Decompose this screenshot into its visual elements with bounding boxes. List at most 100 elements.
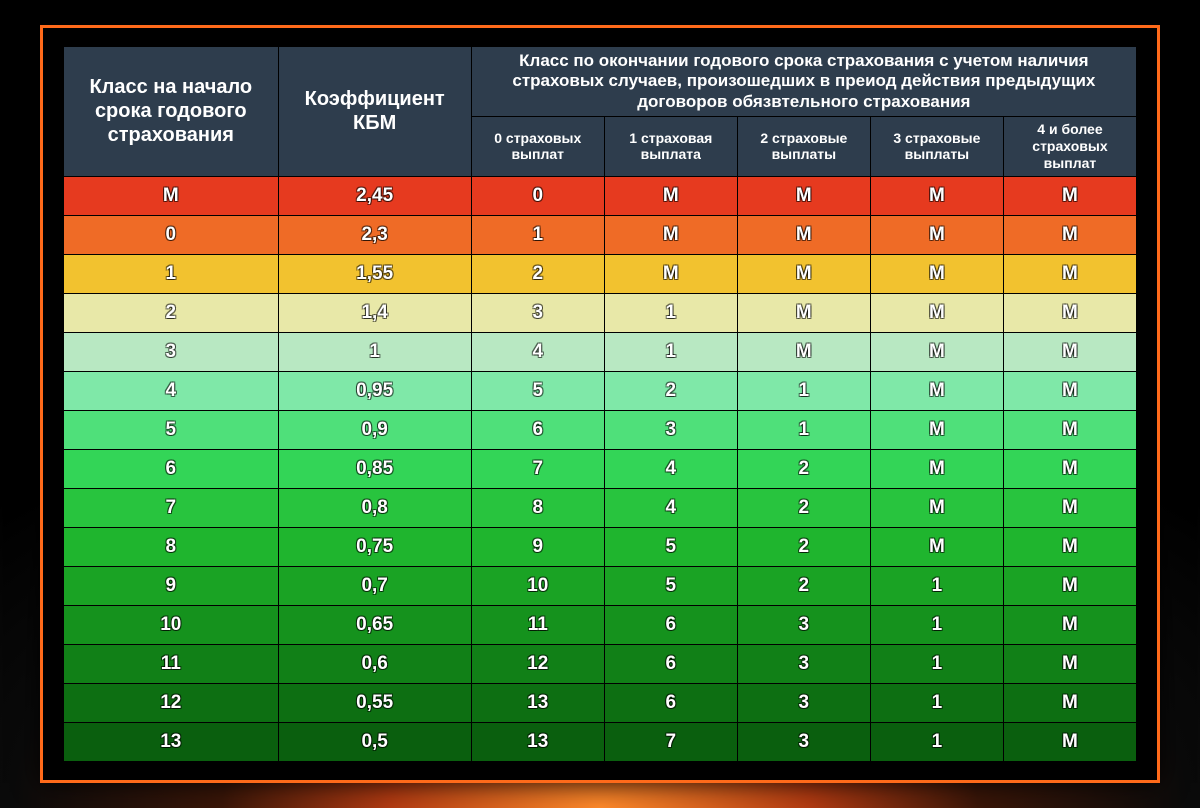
cell-p0: 10 xyxy=(471,566,604,605)
cell-class: 9 xyxy=(64,566,279,605)
table-body: М2,450ММММ02,31ММММ11,552ММММ21,431МММ31… xyxy=(64,176,1137,761)
kbm-table: Класс на начало срока годового страхован… xyxy=(63,46,1137,762)
cell-p0: 6 xyxy=(471,410,604,449)
cell-p3: 1 xyxy=(870,683,1003,722)
cell-coef: 1 xyxy=(278,332,471,371)
cell-p0: 5 xyxy=(471,371,604,410)
cell-p4: М xyxy=(1003,176,1136,215)
cell-p4: М xyxy=(1003,254,1136,293)
header-class-start: Класс на начало срока годового страхован… xyxy=(64,47,279,177)
cell-p2: М xyxy=(737,215,870,254)
table-row: 50,9631ММ xyxy=(64,410,1137,449)
cell-class: 5 xyxy=(64,410,279,449)
cell-p2: М xyxy=(737,332,870,371)
cell-p1: 1 xyxy=(604,332,737,371)
cell-class: 0 xyxy=(64,215,279,254)
table-row: 3141МММ xyxy=(64,332,1137,371)
header-sub-2: 2 страховые выплаты xyxy=(737,117,870,176)
cell-class: 2 xyxy=(64,293,279,332)
cell-p3: М xyxy=(870,449,1003,488)
cell-coef: 0,95 xyxy=(278,371,471,410)
cell-p4: М xyxy=(1003,488,1136,527)
cell-p4: М xyxy=(1003,566,1136,605)
table-row: М2,450ММММ xyxy=(64,176,1137,215)
table-row: 40,95521ММ xyxy=(64,371,1137,410)
cell-p0: 13 xyxy=(471,722,604,761)
cell-p0: 1 xyxy=(471,215,604,254)
cell-p3: 1 xyxy=(870,605,1003,644)
cell-p4: М xyxy=(1003,722,1136,761)
cell-p3: М xyxy=(870,371,1003,410)
cell-p0: 2 xyxy=(471,254,604,293)
cell-p1: 6 xyxy=(604,605,737,644)
cell-coef: 0,6 xyxy=(278,644,471,683)
cell-p2: 2 xyxy=(737,488,870,527)
cell-coef: 0,65 xyxy=(278,605,471,644)
cell-p0: 8 xyxy=(471,488,604,527)
cell-coef: 0,85 xyxy=(278,449,471,488)
table-row: 11,552ММММ xyxy=(64,254,1137,293)
cell-p4: М xyxy=(1003,449,1136,488)
cell-p4: М xyxy=(1003,371,1136,410)
cell-p0: 7 xyxy=(471,449,604,488)
table-row: 60,85742ММ xyxy=(64,449,1137,488)
table-row: 100,6511631М xyxy=(64,605,1137,644)
cell-p4: М xyxy=(1003,215,1136,254)
cell-p1: М xyxy=(604,176,737,215)
cell-p2: М xyxy=(737,176,870,215)
table-header: Класс на начало срока годового страхован… xyxy=(64,47,1137,177)
cell-p1: 6 xyxy=(604,683,737,722)
table-row: 110,612631М xyxy=(64,644,1137,683)
cell-coef: 0,5 xyxy=(278,722,471,761)
cell-p3: М xyxy=(870,293,1003,332)
table-row: 21,431МММ xyxy=(64,293,1137,332)
cell-p1: 4 xyxy=(604,449,737,488)
cell-p3: М xyxy=(870,527,1003,566)
cell-p4: М xyxy=(1003,527,1136,566)
cell-class: 7 xyxy=(64,488,279,527)
cell-p2: 3 xyxy=(737,644,870,683)
table-row: 130,513731М xyxy=(64,722,1137,761)
cell-p2: 3 xyxy=(737,722,870,761)
cell-p3: М xyxy=(870,488,1003,527)
cell-class: М xyxy=(64,176,279,215)
cell-p2: 1 xyxy=(737,371,870,410)
cell-p3: М xyxy=(870,410,1003,449)
cell-p1: 3 xyxy=(604,410,737,449)
cell-p1: М xyxy=(604,215,737,254)
header-sub-1: 1 страховая выплата xyxy=(604,117,737,176)
cell-p0: 12 xyxy=(471,644,604,683)
cell-class: 13 xyxy=(64,722,279,761)
cell-class: 10 xyxy=(64,605,279,644)
cell-class: 6 xyxy=(64,449,279,488)
cell-p2: М xyxy=(737,293,870,332)
cell-p1: 5 xyxy=(604,527,737,566)
cell-p0: 13 xyxy=(471,683,604,722)
cell-class: 3 xyxy=(64,332,279,371)
cell-p2: 3 xyxy=(737,605,870,644)
table-row: 80,75952ММ xyxy=(64,527,1137,566)
cell-p2: 3 xyxy=(737,683,870,722)
cell-coef: 2,3 xyxy=(278,215,471,254)
cell-coef: 0,8 xyxy=(278,488,471,527)
cell-class: 1 xyxy=(64,254,279,293)
cell-p0: 3 xyxy=(471,293,604,332)
cell-coef: 1,55 xyxy=(278,254,471,293)
cell-p0: 4 xyxy=(471,332,604,371)
cell-p4: М xyxy=(1003,293,1136,332)
cell-coef: 0,9 xyxy=(278,410,471,449)
cell-p4: М xyxy=(1003,332,1136,371)
cell-class: 4 xyxy=(64,371,279,410)
cell-p4: М xyxy=(1003,644,1136,683)
header-sub-0: 0 страховых выплат xyxy=(471,117,604,176)
table-row: 90,710521М xyxy=(64,566,1137,605)
header-coef: Коэффициент КБМ xyxy=(278,47,471,177)
cell-p1: 1 xyxy=(604,293,737,332)
cell-coef: 0,75 xyxy=(278,527,471,566)
cell-coef: 2,45 xyxy=(278,176,471,215)
cell-p1: 4 xyxy=(604,488,737,527)
cell-class: 12 xyxy=(64,683,279,722)
cell-p3: 1 xyxy=(870,722,1003,761)
cell-class: 8 xyxy=(64,527,279,566)
cell-p2: 2 xyxy=(737,449,870,488)
